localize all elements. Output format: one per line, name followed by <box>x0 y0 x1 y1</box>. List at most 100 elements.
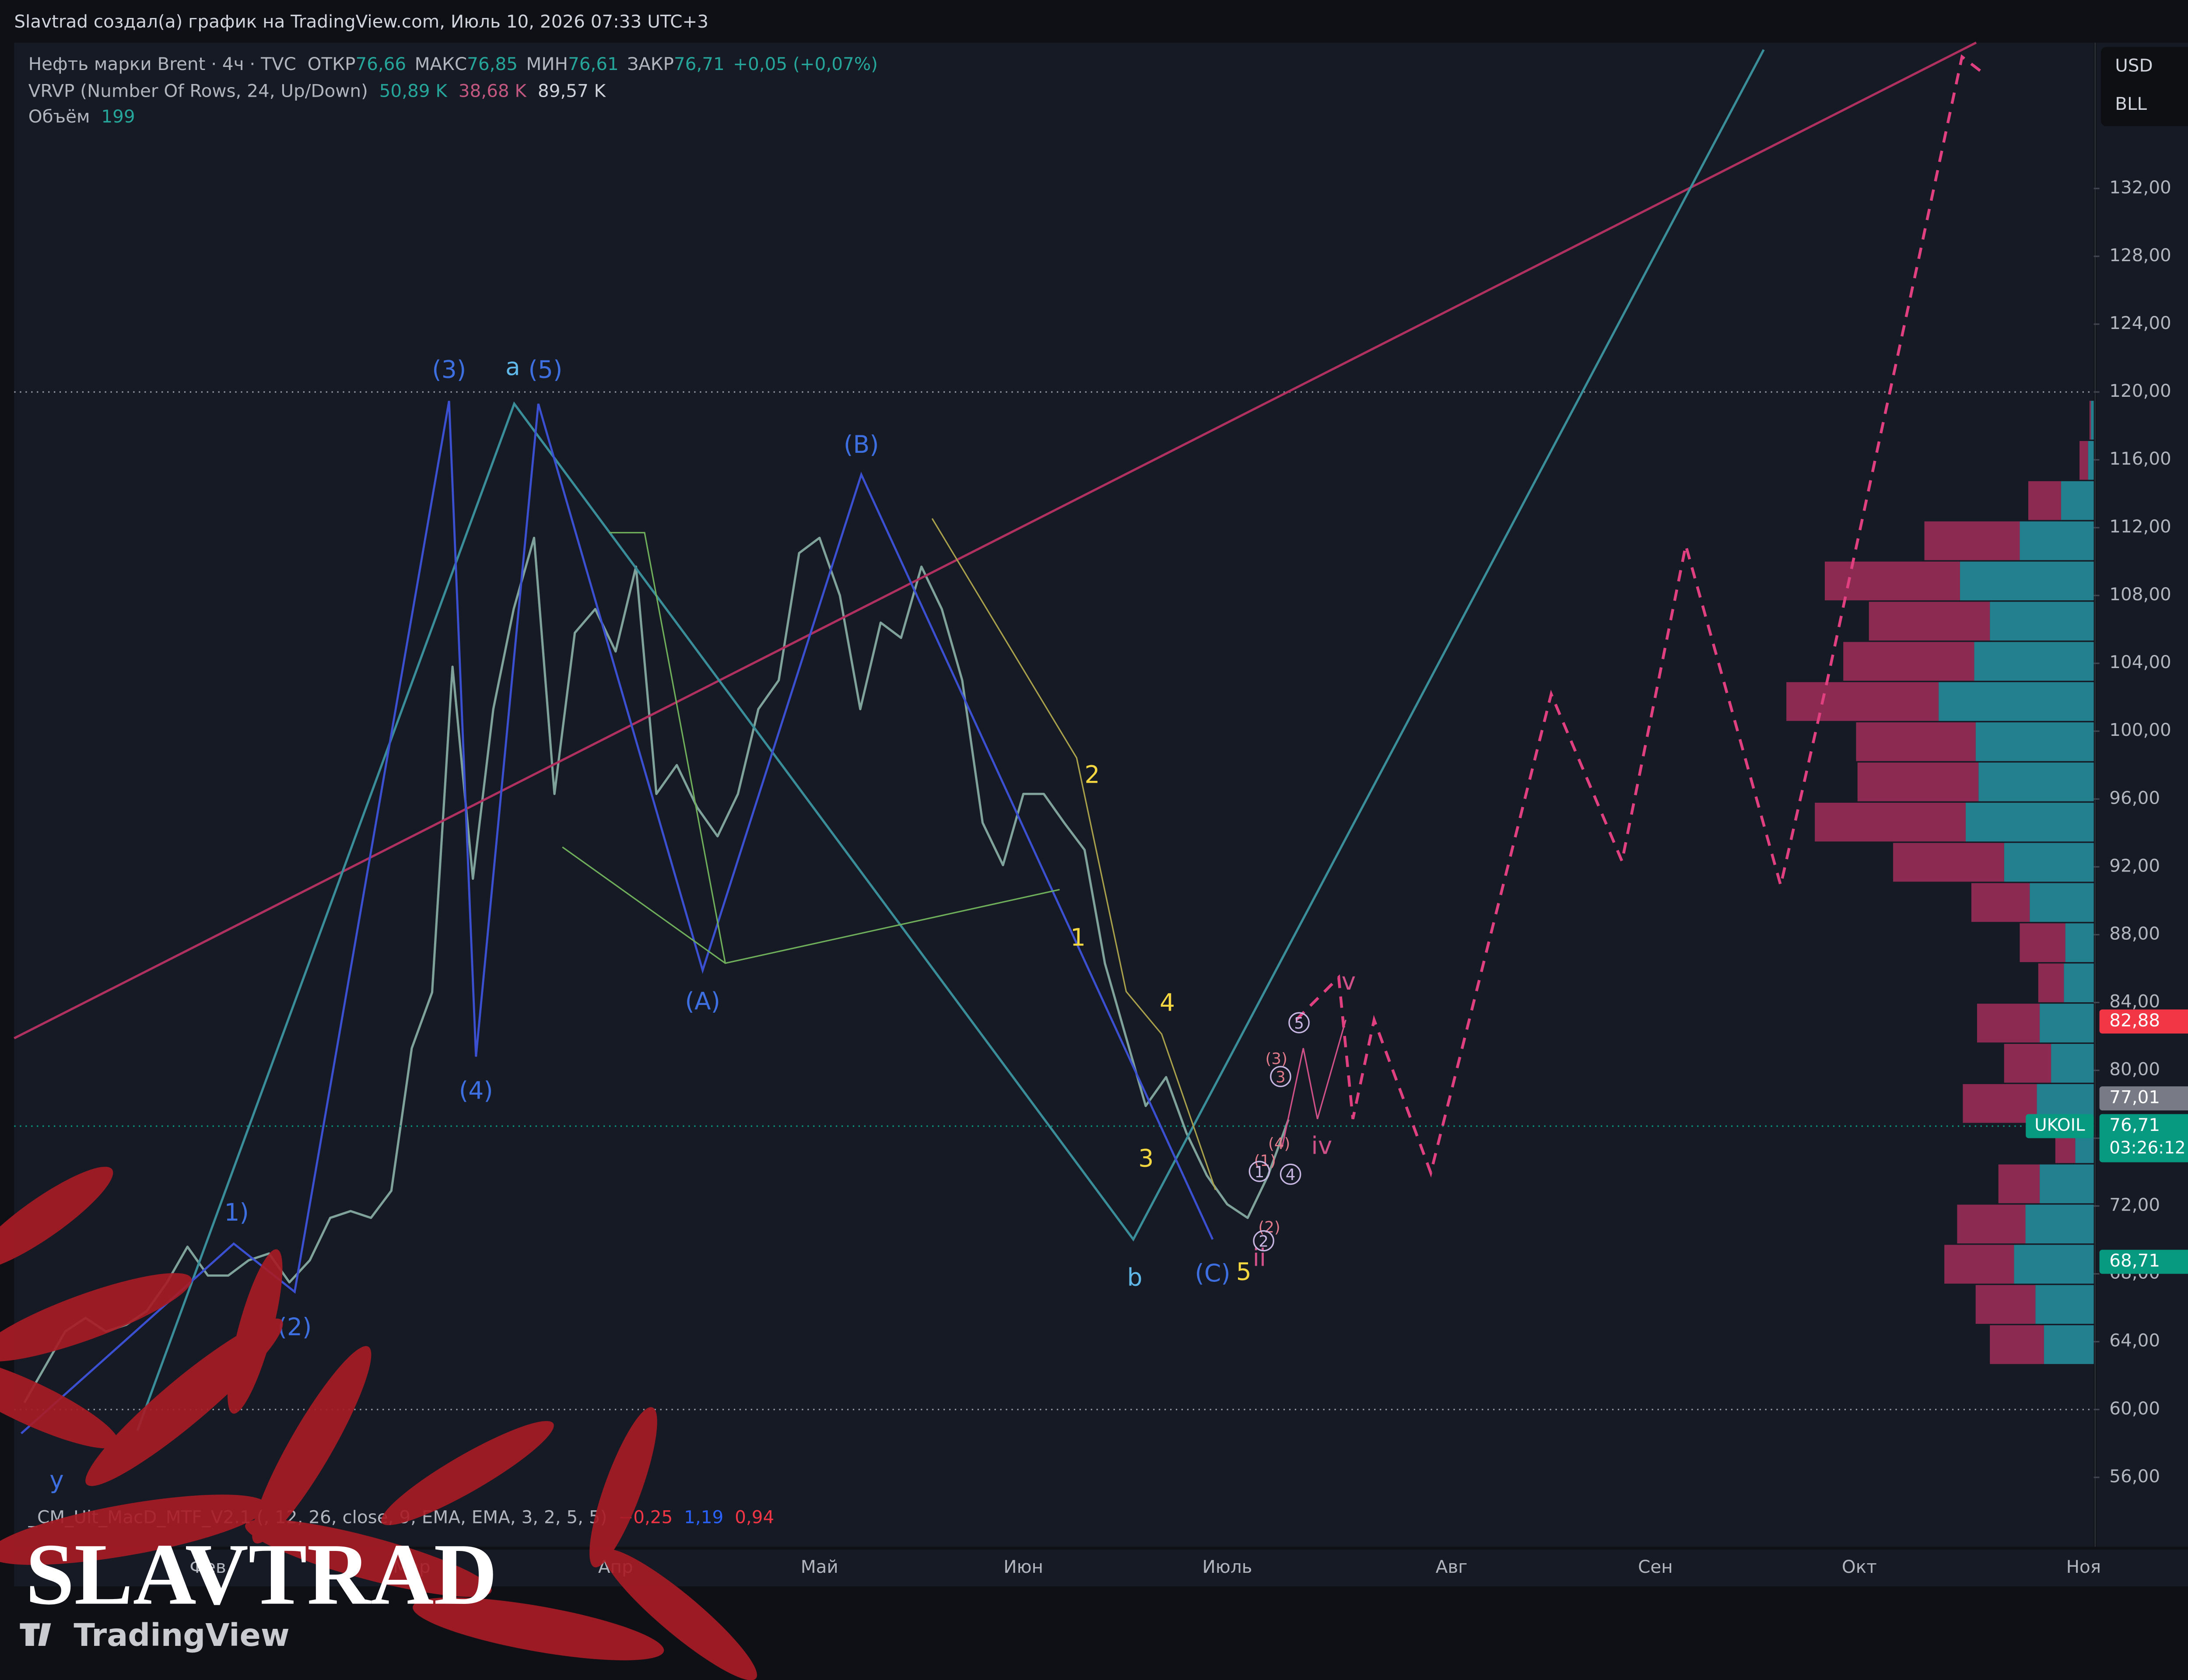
wave-line <box>1281 1019 1346 1148</box>
wave-label: a <box>505 353 520 381</box>
profile-down <box>1998 1164 2040 1204</box>
legend: Нефть марки Brent · 4ч · TVC ОТКР76,66 МАК… <box>28 53 878 74</box>
profile-up <box>2014 1245 2094 1284</box>
price-label: 82,88 <box>2109 1010 2160 1031</box>
wave-label: 3 <box>1138 1144 1154 1172</box>
legend: VRVP (Number Of Rows, 24, Up/Down) 50,89 … <box>28 80 607 102</box>
wave-label: (5) <box>528 356 562 384</box>
forecast-line <box>1295 54 1981 1178</box>
price-axis <box>2097 42 2188 1547</box>
indicator-value: 50,89 K <box>379 80 448 102</box>
wave-label: (A) <box>685 987 720 1015</box>
ohlc-name: ЗАКР <box>627 53 674 74</box>
wave-label: b <box>1127 1264 1143 1292</box>
profile-down <box>1893 843 2004 882</box>
y-tick-label: 60,00 <box>2109 1398 2160 1419</box>
indicator-name: VRVP (Number Of Rows, 24, Up/Down) <box>28 80 368 102</box>
wave-label: iv <box>1311 1132 1332 1160</box>
y-tick-label: 72,00 <box>2109 1194 2160 1215</box>
brand-logo <box>20 1623 51 1646</box>
profile-up <box>2065 923 2094 962</box>
profile-up <box>2035 1285 2094 1324</box>
wave-label: v <box>1342 967 1356 995</box>
wave-label: (3) <box>1266 1050 1287 1068</box>
currency-box[interactable] <box>2100 47 2188 126</box>
wave-label: y <box>49 1466 64 1494</box>
leaf <box>0 1494 267 1565</box>
profile-down <box>1856 722 1976 761</box>
profile-down <box>2089 401 2091 440</box>
unit[interactable]: BLL <box>2115 93 2147 114</box>
wave-label: 4 <box>1160 989 1175 1017</box>
leaf <box>413 1597 664 1660</box>
symbol: Нефть марки Brent · 4ч · TVC <box>28 53 296 74</box>
wave-label: 5 <box>1236 1258 1252 1286</box>
x-tick-label: Фев <box>189 1556 226 1577</box>
price-label: 76,71 <box>2109 1114 2160 1135</box>
wave-label: 3 <box>1276 1068 1286 1086</box>
indicator-value: 0,94 <box>735 1507 774 1528</box>
x-tick-label: Сен <box>1638 1556 1673 1577</box>
profile-down <box>1944 1245 2014 1284</box>
plot-area <box>14 42 2094 1547</box>
ohlc-value: 76,85 <box>467 53 518 74</box>
leaf <box>0 1273 192 1362</box>
leaf <box>227 1249 283 1414</box>
wave-label: (1) <box>1254 1152 1276 1170</box>
price-label-box <box>2099 1250 2188 1274</box>
y-tick-label: 116,00 <box>2109 448 2171 469</box>
x-tick-label: Май <box>801 1556 838 1577</box>
watermark: SLAVTRAD <box>25 1526 497 1623</box>
indicator-value: 199 <box>101 106 135 127</box>
profile-up <box>1939 682 2094 721</box>
header: Slavtrad создал(а) график на TradingView… <box>14 11 708 32</box>
profile-up <box>1975 722 2094 761</box>
wave-label: 2 <box>1259 1232 1269 1250</box>
profile-up <box>2004 843 2094 882</box>
profile-up <box>2030 883 2094 922</box>
profile-down <box>1857 762 1979 802</box>
ohlc-name: ОТКР <box>308 53 356 74</box>
wave-labels: (3) a (5) (B) (A) (4) 1) (2) 2 1 4 3 5 b… <box>49 353 1356 1494</box>
price-label-box <box>2099 1009 2188 1034</box>
wave-line <box>931 518 1217 1190</box>
profile-up <box>2051 1044 2094 1083</box>
profile-up <box>1978 762 2094 802</box>
y-tick-label: 128,00 <box>2109 245 2171 266</box>
wave-label: 2 <box>1084 760 1100 788</box>
indicator-value: 89,57 K <box>538 80 607 102</box>
wave-label: 5 <box>1294 1015 1304 1032</box>
wave-line <box>20 401 1214 1435</box>
wave-label: 1 <box>1255 1163 1265 1181</box>
ohlc-value: 76,61 <box>568 53 619 74</box>
profile-up <box>2040 1164 2094 1204</box>
profile-down <box>1957 1204 2026 1244</box>
currency[interactable]: USD <box>2115 55 2153 76</box>
wave-label: (C) <box>1195 1259 1230 1287</box>
leaf <box>252 1346 372 1544</box>
profile-up <box>1990 602 2094 641</box>
y-tick-label: 56,00 <box>2109 1466 2160 1487</box>
indicator-value: 38,68 K <box>459 80 527 102</box>
legend: Объём 199 <box>28 106 135 127</box>
wave-label: (4) <box>1268 1135 1290 1153</box>
profile-down <box>1924 521 2020 560</box>
profile-down <box>1963 1084 2037 1123</box>
y-tick-label: 88,00 <box>2109 923 2160 944</box>
profile-down <box>2038 963 2064 1002</box>
wave-circles <box>1248 1012 1310 1252</box>
price-label: 77,01 <box>2109 1087 2160 1108</box>
wave-label: (B) <box>844 430 879 458</box>
circle <box>1253 1230 1274 1252</box>
profile-up <box>2044 1325 2094 1364</box>
ohlc-name: МАКС <box>415 53 467 74</box>
x-tick-label: Июн <box>1003 1556 1043 1577</box>
brand: TradingView <box>74 1617 289 1653</box>
leaf <box>381 1421 554 1526</box>
profile-down <box>1786 682 1939 721</box>
wave-label: 4 <box>1286 1166 1296 1184</box>
profile-up <box>2020 521 2094 560</box>
y-tick-label: 100,00 <box>2109 719 2171 740</box>
x-tick-label: Авг <box>1436 1556 1468 1577</box>
